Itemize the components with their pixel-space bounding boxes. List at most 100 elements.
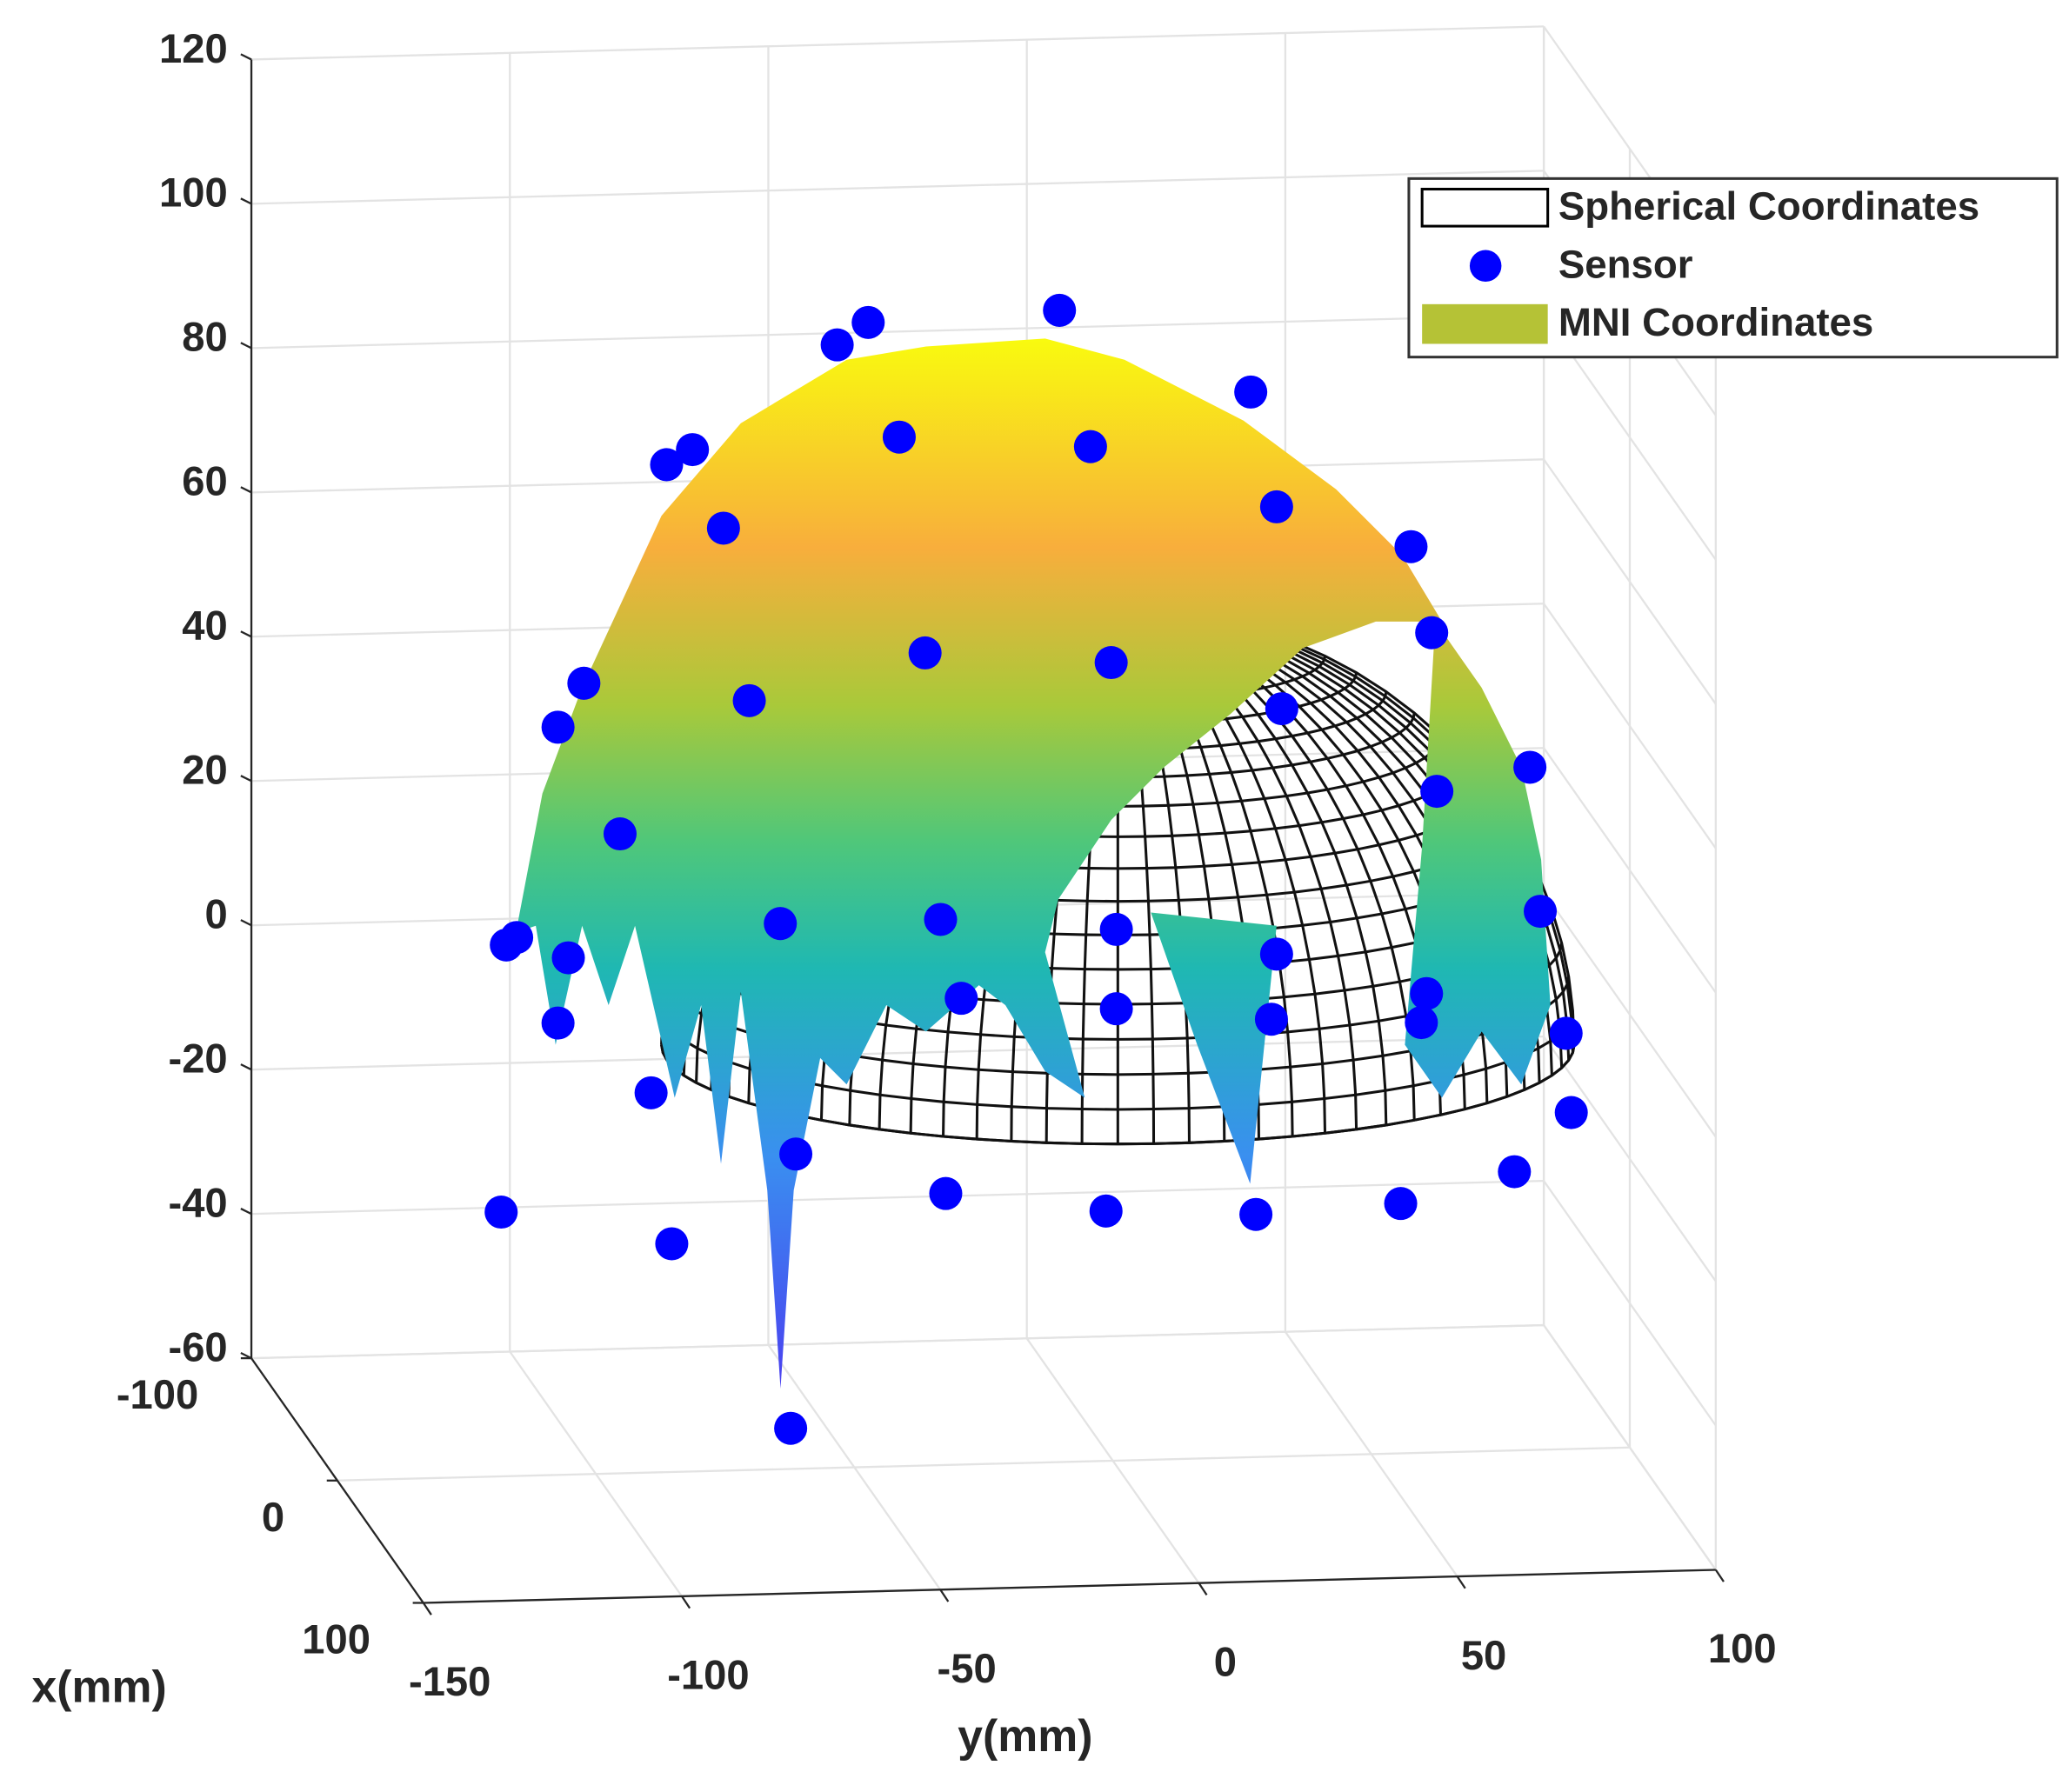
- sensor-point: [1259, 490, 1293, 523]
- y-tick: [1198, 1582, 1208, 1595]
- sensor-point: [541, 710, 575, 744]
- sensor-point: [541, 1006, 575, 1040]
- z-tick-label: 60: [182, 458, 227, 504]
- sensor-point: [1043, 293, 1077, 327]
- sensor-point: [764, 907, 798, 941]
- z-tick: [240, 342, 252, 350]
- x-tick-label: 0: [262, 1494, 284, 1540]
- sensors: [484, 293, 1588, 1445]
- grid-line: [251, 1323, 1545, 1360]
- z-tick-label: -20: [169, 1036, 228, 1082]
- legend-label: Sensor: [1558, 242, 1693, 286]
- y-tick-label: -100: [667, 1652, 749, 1698]
- sensor-point: [1498, 1155, 1532, 1189]
- sensor-point: [500, 921, 534, 955]
- sensor-point: [634, 1076, 668, 1109]
- sensor-point: [1239, 1197, 1273, 1231]
- legend-swatch: [1420, 187, 1550, 228]
- sensor-point: [1265, 692, 1298, 726]
- y-tick-label: -50: [938, 1645, 997, 1691]
- y-tick-label: -150: [409, 1658, 491, 1704]
- sensor-point: [908, 636, 942, 670]
- sensor-point: [551, 941, 585, 975]
- z-tick-label: 40: [182, 603, 227, 649]
- z-tick: [240, 486, 252, 494]
- x-tick-label: 100: [302, 1616, 370, 1662]
- sensor-point: [924, 903, 958, 936]
- legend-swatch: [1469, 250, 1502, 282]
- z-tick-label: 100: [159, 170, 228, 216]
- sensor-point: [851, 305, 885, 339]
- y-tick: [939, 1589, 950, 1602]
- z-tick: [240, 1208, 252, 1216]
- sensor-point: [1073, 430, 1107, 463]
- sensor-point: [1384, 1187, 1418, 1221]
- sensor-point: [603, 817, 637, 851]
- sensor-point: [655, 1227, 689, 1261]
- sensor-point: [929, 1176, 963, 1210]
- z-tick-label: 120: [159, 25, 228, 71]
- sensor-point: [882, 420, 916, 454]
- sensor-point: [1394, 530, 1428, 563]
- sensor-point: [1099, 912, 1133, 946]
- x-tick-label: -100: [117, 1371, 198, 1417]
- y-tick: [1714, 1569, 1725, 1582]
- sensor-point: [567, 666, 601, 700]
- sensor-point: [650, 448, 684, 482]
- y-tick-label: 100: [1708, 1625, 1777, 1671]
- legend-swatch: [1422, 303, 1548, 344]
- legend: Spherical Coordinates Sensor MNI Coordin…: [1407, 177, 2059, 359]
- z-tick: [240, 630, 252, 638]
- z-tick-label: 80: [182, 314, 227, 360]
- z-tick-label: 20: [182, 747, 227, 793]
- z-tick-label: 0: [204, 891, 227, 937]
- legend-label: Spherical Coordinates: [1558, 183, 1979, 228]
- y-tick: [422, 1602, 432, 1615]
- axis-line: [423, 1569, 1716, 1604]
- z-tick: [240, 53, 252, 61]
- sensor-point: [1549, 1016, 1583, 1050]
- sensor-point: [1254, 1003, 1288, 1036]
- sensor-point: [1405, 1006, 1438, 1040]
- z-tick: [240, 919, 252, 927]
- grid-line: [337, 1446, 1630, 1482]
- sensor-point: [1094, 645, 1128, 680]
- y-tick-label: 50: [1461, 1632, 1506, 1678]
- z-tick-label: -60: [169, 1323, 228, 1369]
- sensor-point: [1524, 895, 1558, 929]
- grid-line: [251, 1036, 1545, 1071]
- sensor-point: [779, 1137, 813, 1171]
- y-tick: [681, 1595, 691, 1609]
- grid-line: [251, 170, 1545, 205]
- y-tick-label: 0: [1214, 1638, 1237, 1684]
- sensor-point: [676, 433, 710, 467]
- sensor-point: [1420, 775, 1454, 809]
- sensor-point: [1554, 1096, 1588, 1129]
- sensor-point: [484, 1196, 518, 1229]
- z-tick: [240, 197, 252, 205]
- sensor-point: [1099, 992, 1133, 1026]
- sensor-point: [706, 511, 740, 545]
- z-tick: [240, 775, 252, 783]
- x-axis-label: x(mm): [32, 1662, 167, 1712]
- sensor-point: [1513, 750, 1547, 784]
- y-axis-label: y(mm): [958, 1710, 1092, 1761]
- sensor-point: [944, 982, 978, 1016]
- sensor-point: [820, 328, 854, 362]
- sensor-point: [1415, 616, 1449, 650]
- sensor-point: [1089, 1194, 1123, 1228]
- sensor-point: [732, 683, 766, 717]
- mni-surface: [516, 338, 1551, 1389]
- legend-label: MNI Coordinates: [1558, 300, 1873, 344]
- mni-surface-main: [516, 338, 1442, 1389]
- z-tick-label: -40: [169, 1179, 228, 1225]
- z-tick: [240, 1063, 252, 1071]
- sensor-point: [1234, 375, 1268, 409]
- mni-surface-right: [1405, 621, 1551, 1098]
- grid-line: [251, 25, 1545, 61]
- sensor-point: [1259, 937, 1293, 971]
- mni-surface-lobe: [1151, 912, 1277, 1184]
- grid-line: [251, 314, 1545, 350]
- grid-line: [251, 1179, 1545, 1216]
